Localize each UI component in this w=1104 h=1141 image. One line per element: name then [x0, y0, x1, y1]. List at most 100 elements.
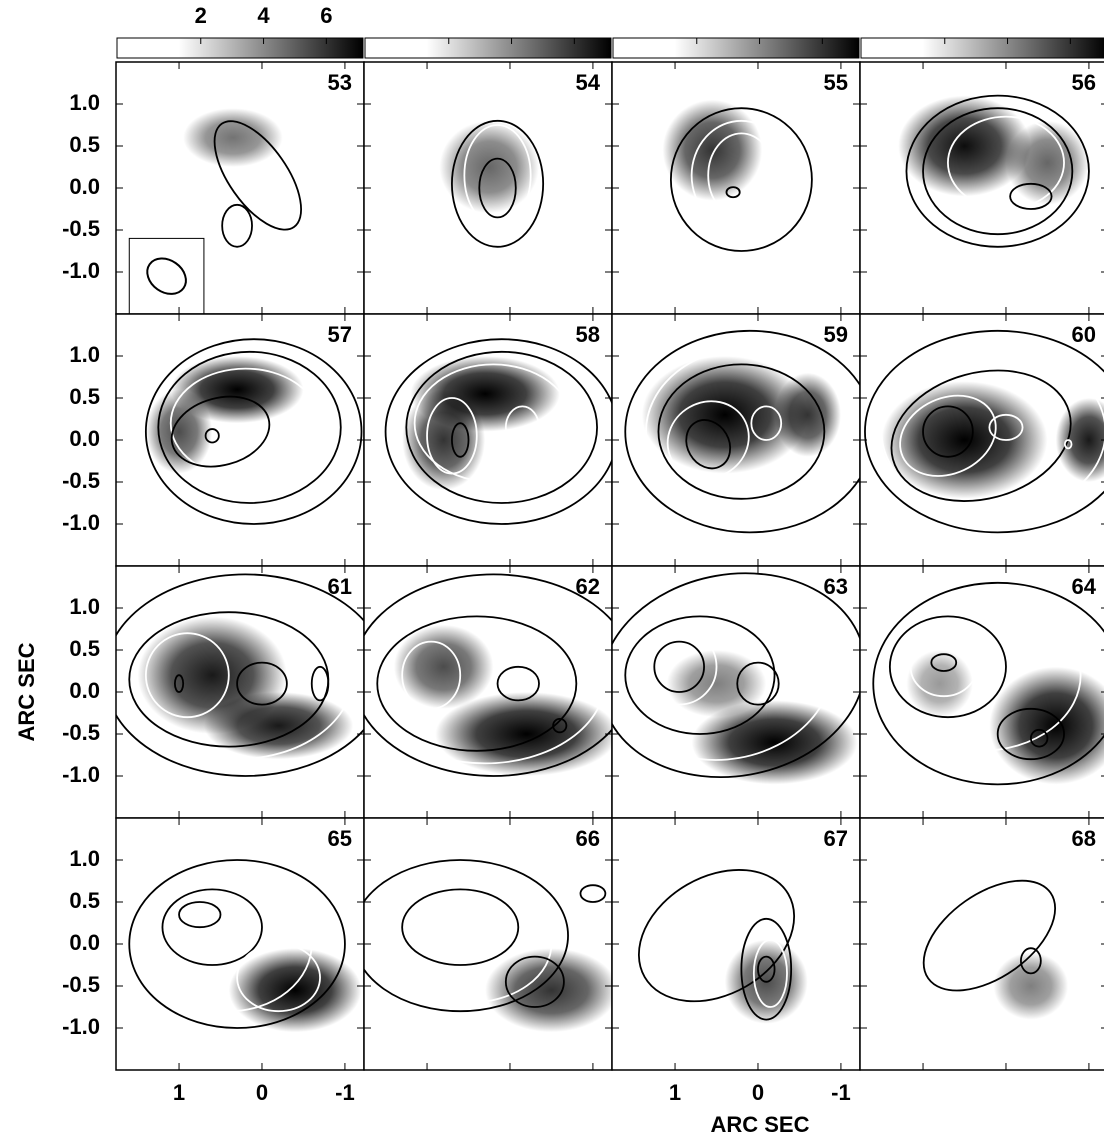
contour [178, 901, 222, 929]
contour [384, 338, 612, 525]
contour [401, 640, 462, 710]
y-tick-label: 0.5 [69, 384, 100, 409]
emission [183, 108, 283, 167]
panel-label: 56 [1072, 70, 1096, 95]
panel [364, 566, 612, 818]
y-tick-label: 1.0 [69, 846, 100, 871]
contour [221, 203, 253, 248]
colorbar [860, 37, 1104, 59]
colorbar-tick-label: 6 [320, 3, 332, 28]
colorbar [364, 37, 612, 59]
panel-label: 57 [328, 322, 352, 347]
panel-label: 64 [1072, 574, 1097, 599]
contour [947, 115, 1065, 210]
panel [612, 566, 860, 818]
panel [116, 314, 364, 566]
emission [393, 624, 494, 709]
panel-label: 59 [824, 322, 848, 347]
y-tick-label: 1.0 [69, 594, 100, 619]
contour [736, 661, 780, 706]
panel-label: 65 [328, 826, 352, 851]
contour [496, 665, 540, 702]
contour [657, 363, 826, 500]
panel [612, 62, 860, 314]
contour [740, 917, 793, 1021]
contour [637, 869, 796, 1003]
contour [690, 119, 793, 231]
emission [1055, 398, 1104, 482]
y-tick-label: 0.0 [69, 426, 100, 451]
y-tick-label: -1.0 [62, 1014, 100, 1039]
contour [169, 367, 321, 479]
contour [504, 955, 565, 1008]
contour [463, 124, 532, 227]
contour [364, 573, 612, 777]
contour [669, 107, 813, 252]
contour [144, 338, 363, 525]
contour [401, 888, 520, 966]
contour [1063, 439, 1073, 450]
panel [116, 818, 364, 1070]
contour [988, 413, 1024, 441]
panel-bg [612, 818, 860, 1070]
panel-label: 68 [1072, 826, 1096, 851]
emission [662, 99, 763, 201]
panel-label: 55 [824, 70, 848, 95]
y-tick-label: 0.5 [69, 888, 100, 913]
contour [1020, 947, 1042, 975]
emission [666, 650, 767, 718]
y-tick-label: 0.5 [69, 636, 100, 661]
contour [161, 888, 263, 966]
contour [405, 350, 598, 504]
contour [157, 350, 342, 504]
emission [774, 372, 841, 457]
y-tick-label: 0.5 [69, 132, 100, 157]
contour [376, 615, 578, 752]
y-tick-label: -0.5 [62, 468, 100, 493]
y-tick-label: 0.0 [69, 174, 100, 199]
panel [860, 818, 1104, 1070]
contour [612, 572, 860, 779]
colorbar-tick-label: 4 [257, 3, 270, 28]
emission [402, 389, 486, 491]
panel-label: 67 [824, 826, 848, 851]
panel [612, 818, 860, 1070]
contour [116, 573, 364, 777]
panel [860, 314, 1104, 566]
emission [906, 650, 973, 718]
contour [880, 598, 1082, 752]
y-tick-label: -1.0 [62, 510, 100, 535]
colorbar [612, 37, 860, 59]
panel [116, 62, 364, 314]
panel-label: 61 [328, 574, 352, 599]
contour [890, 369, 1072, 502]
panel-label: 63 [824, 574, 848, 599]
contour [120, 590, 355, 761]
emission [898, 95, 1031, 197]
contour [666, 400, 750, 480]
emission [993, 952, 1069, 1020]
emission [435, 692, 612, 776]
contour [725, 186, 741, 199]
contour [996, 707, 1065, 761]
contour [504, 405, 540, 450]
contour [384, 884, 553, 1004]
emission [641, 356, 808, 474]
contour [364, 859, 569, 1013]
y-axis-label: ARC SEC [14, 642, 39, 741]
panel-bg [116, 62, 364, 314]
y-tick-label: 1.0 [69, 90, 100, 115]
contour [640, 628, 718, 706]
contour [899, 394, 997, 477]
contour [757, 955, 776, 983]
emission [989, 666, 1104, 785]
emission [691, 700, 858, 785]
contour [685, 419, 732, 470]
contour [451, 422, 470, 458]
emission [485, 948, 612, 1033]
panel-label: 60 [1072, 322, 1096, 347]
panel [612, 314, 860, 566]
emission [228, 948, 362, 1033]
contour [170, 395, 271, 468]
